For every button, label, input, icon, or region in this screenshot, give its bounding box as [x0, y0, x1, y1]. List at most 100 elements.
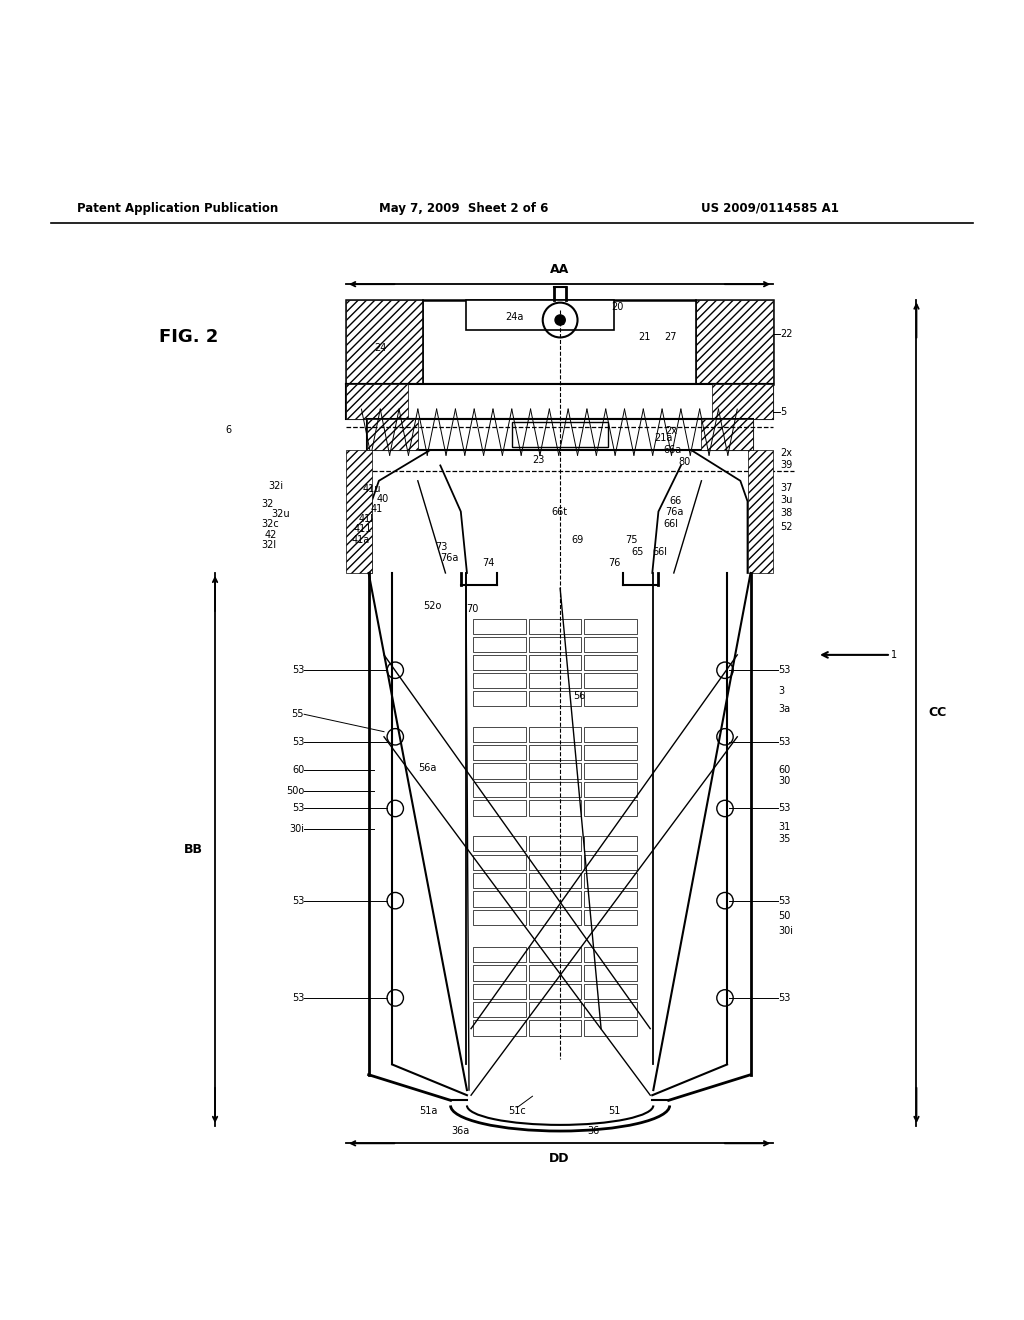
Text: 65: 65	[632, 548, 644, 557]
Text: 3a: 3a	[778, 704, 791, 714]
Bar	[528, 946, 582, 962]
Text: 42: 42	[264, 531, 276, 540]
Bar	[585, 909, 637, 925]
Text: US 2009/0114585 A1: US 2009/0114585 A1	[701, 202, 840, 215]
Text: 32i: 32i	[268, 480, 284, 491]
Text: 411: 411	[353, 524, 372, 533]
Bar	[528, 744, 582, 760]
Text: 66: 66	[670, 496, 682, 507]
Bar	[585, 781, 637, 797]
Bar	[585, 836, 637, 851]
Bar	[473, 726, 525, 742]
Text: 37: 37	[780, 483, 793, 492]
Bar	[528, 655, 582, 671]
Bar	[528, 873, 582, 888]
Bar	[585, 1002, 637, 1018]
Bar	[473, 638, 525, 652]
Text: 51: 51	[608, 1106, 621, 1115]
Text: 41l: 41l	[358, 513, 374, 524]
Text: 3: 3	[778, 685, 784, 696]
Bar	[528, 1020, 582, 1036]
Text: 66t: 66t	[551, 507, 567, 516]
Text: 80: 80	[678, 457, 690, 467]
Text: 30: 30	[778, 776, 791, 785]
Bar	[473, 744, 525, 760]
Bar	[585, 692, 637, 706]
Text: 76a: 76a	[440, 553, 459, 562]
Text: 50: 50	[778, 911, 791, 921]
Text: May 7, 2009  Sheet 2 of 6: May 7, 2009 Sheet 2 of 6	[379, 202, 548, 215]
Bar	[528, 726, 582, 742]
Text: 6: 6	[225, 425, 231, 434]
Text: 53: 53	[778, 896, 791, 906]
Bar	[473, 692, 525, 706]
Bar	[473, 909, 525, 925]
Text: 22: 22	[780, 330, 793, 339]
Bar	[712, 384, 773, 420]
Text: 32l: 32l	[261, 540, 276, 550]
Bar	[346, 300, 773, 384]
Bar	[528, 800, 582, 816]
Text: 76: 76	[608, 558, 621, 568]
Text: 53: 53	[778, 737, 791, 747]
Bar	[346, 384, 408, 420]
Text: 41u: 41u	[362, 484, 381, 494]
Bar	[528, 781, 582, 797]
Text: 40: 40	[377, 494, 389, 504]
Text: 53: 53	[292, 665, 304, 676]
Bar	[696, 300, 773, 384]
Bar	[585, 763, 637, 779]
Bar	[585, 854, 637, 870]
Bar	[473, 673, 525, 688]
Text: 39: 39	[780, 461, 793, 470]
Bar	[585, 800, 637, 816]
Text: 56: 56	[573, 690, 586, 701]
Text: 66l: 66l	[652, 548, 668, 557]
Text: 21: 21	[638, 333, 650, 342]
Text: 52: 52	[780, 521, 793, 532]
Text: 36a: 36a	[452, 1126, 470, 1137]
Bar	[528, 619, 582, 634]
Text: 32c: 32c	[261, 519, 279, 529]
Bar	[473, 836, 525, 851]
Text: 74: 74	[482, 558, 495, 568]
Text: 53: 53	[292, 737, 304, 747]
Text: 66a: 66a	[664, 445, 682, 455]
Bar	[585, 655, 637, 671]
Text: 21a: 21a	[654, 433, 673, 442]
Text: 53: 53	[292, 993, 304, 1003]
Text: 24: 24	[374, 343, 386, 352]
Text: 2: 2	[558, 317, 564, 327]
Text: 53: 53	[778, 804, 791, 813]
Text: 70: 70	[466, 603, 478, 614]
Text: CC: CC	[929, 706, 947, 719]
Bar	[528, 673, 582, 688]
Bar	[585, 744, 637, 760]
Bar	[701, 420, 753, 450]
Bar	[528, 836, 582, 851]
Bar	[528, 1002, 582, 1018]
Bar	[367, 420, 753, 450]
Text: 51c: 51c	[508, 1106, 526, 1115]
Bar	[585, 946, 637, 962]
Bar	[528, 854, 582, 870]
Text: 38: 38	[780, 508, 793, 517]
Bar	[585, 673, 637, 688]
Bar	[473, 983, 525, 999]
Text: 52o: 52o	[423, 601, 441, 611]
Bar	[473, 800, 525, 816]
Text: 69: 69	[571, 535, 584, 545]
Bar	[528, 983, 582, 999]
Bar	[528, 692, 582, 706]
Circle shape	[555, 315, 565, 325]
Bar	[473, 873, 525, 888]
Bar	[346, 384, 773, 420]
Bar	[346, 300, 423, 384]
Bar	[512, 422, 608, 447]
Text: 2x: 2x	[666, 425, 678, 436]
Bar	[473, 619, 525, 634]
Bar	[473, 946, 525, 962]
Bar	[473, 1020, 525, 1036]
Bar	[585, 726, 637, 742]
Text: 2x: 2x	[780, 449, 793, 458]
